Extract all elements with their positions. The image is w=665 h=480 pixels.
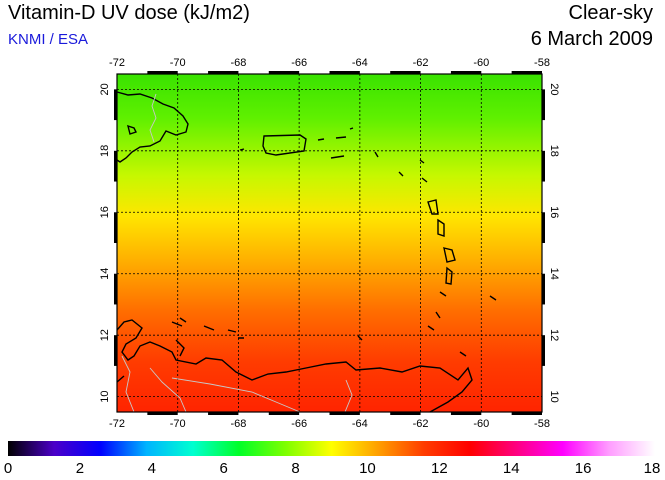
sky-condition: Clear-sky (568, 2, 653, 24)
longitude-labels-bottom: -72 -70 -68 -66 -64 -62 -60 -58 (109, 418, 550, 430)
border-bar (147, 71, 178, 74)
lat-label-right: 20 (548, 83, 560, 95)
lon-label-top: -68 (230, 57, 246, 69)
border-bar (390, 71, 421, 74)
lon-label-bottom: -60 (473, 418, 489, 430)
lon-label-top: -70 (170, 57, 186, 69)
border-bar (114, 89, 117, 121)
border-bar (542, 212, 545, 243)
lon-label-top: -58 (534, 57, 550, 69)
lat-label-left: 16 (99, 206, 111, 218)
border-bar (450, 412, 482, 415)
border-bar (114, 150, 117, 182)
lon-label-bottom: -66 (291, 418, 307, 430)
border-bar (542, 335, 545, 366)
border-bar (511, 71, 542, 74)
colorbar-tick-label: 18 (643, 460, 661, 477)
lon-label-bottom: -68 (230, 418, 246, 430)
border-bar (114, 212, 117, 243)
border-bar (114, 335, 117, 366)
longitude-labels-top: -72 -70 -68 -66 -64 -62 -60 -58 (109, 57, 550, 69)
lat-label-left: 20 (99, 83, 111, 95)
puerto-rico-coastline (262, 134, 307, 156)
abc-islands (179, 317, 363, 341)
lon-label-top: -62 (413, 57, 429, 69)
border-bar (268, 71, 300, 74)
hispaniola-coastline (116, 91, 189, 163)
graticule (117, 74, 542, 412)
border-bar (329, 71, 360, 74)
map-border-bars (114, 71, 545, 415)
colorbar-tick-label: 6 (219, 460, 228, 477)
colorbar-tick-label: 8 (291, 460, 300, 477)
lon-label-top: -66 (291, 57, 307, 69)
data-credit: KNMI / ESA (8, 31, 89, 48)
lon-label-top: -60 (473, 57, 489, 69)
colorbar-tick-label: 10 (359, 460, 376, 477)
colorbar-tick-label: 16 (574, 460, 592, 477)
lat-label-left: 14 (99, 268, 111, 280)
lat-label-right: 14 (548, 268, 560, 280)
lon-label-bottom: -70 (170, 418, 186, 430)
map-date: 6 March 2009 (530, 28, 653, 50)
colorbar-tick-label: 0 (3, 460, 13, 477)
colorbar-tick-label: 14 (502, 460, 520, 477)
coastlines (116, 91, 497, 413)
lon-label-bottom: -62 (413, 418, 429, 430)
map-title: Vitamin-D UV dose (kJ/m2) (8, 2, 250, 24)
lat-label-right: 16 (548, 206, 560, 218)
latitude-labels-left: 10 12 14 16 18 20 (99, 83, 111, 403)
border-bar (208, 412, 239, 415)
political-borders (121, 93, 353, 413)
lon-label-top: -64 (352, 57, 368, 69)
lon-label-bottom: -64 (352, 418, 368, 430)
border-bar (542, 89, 545, 121)
colorbar-tick-label: 4 (147, 460, 156, 477)
colorbar-tick-label: 12 (430, 460, 448, 477)
lesser-antilles (374, 151, 497, 357)
border-bar (542, 150, 545, 182)
lat-label-right: 18 (548, 145, 560, 157)
border-bar (511, 412, 542, 415)
lat-label-left: 10 (99, 391, 111, 403)
border-bar (147, 412, 178, 415)
border-bar (450, 71, 482, 74)
lon-label-bottom: -72 (109, 418, 125, 430)
lat-label-right: 10 (548, 391, 560, 403)
virgin-islands (239, 127, 354, 159)
latitude-labels-right: 10 12 14 16 18 20 (548, 83, 560, 403)
uv-field (117, 74, 542, 412)
border-bar (390, 412, 421, 415)
colorbar (8, 441, 655, 456)
lat-label-right: 12 (548, 329, 560, 341)
colorbar-tick-label: 2 (75, 460, 85, 477)
border-bar (114, 273, 117, 305)
border-bar (268, 412, 300, 415)
border-bar (329, 412, 360, 415)
border-bar (208, 71, 239, 74)
lon-label-top: -72 (109, 57, 125, 69)
south-america-coastline (116, 319, 473, 413)
lon-label-bottom: -58 (534, 418, 550, 430)
lat-label-left: 18 (99, 145, 111, 157)
border-bar (542, 273, 545, 305)
lat-label-left: 12 (99, 329, 111, 341)
